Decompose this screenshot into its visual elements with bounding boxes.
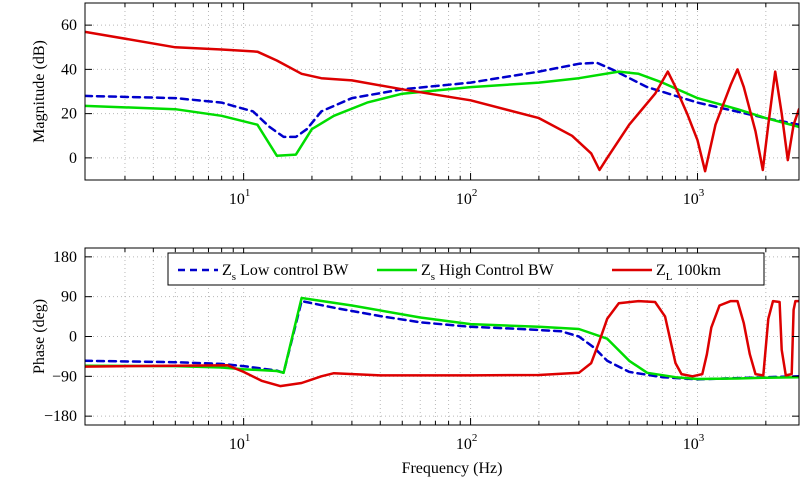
y-tick-label: 0 [69,329,77,346]
legend-entry-zs-low: Zs Low control BW [222,262,349,283]
series-line-zl [85,30,799,173]
phase-panel: 101 102 103 −180 −90 0 90 180 Phase (deg) Frequen… [31,247,800,477]
legend: Zs Low control BW Zs High Control BW ZL 10… [167,252,765,286]
y-tick-label: −90 [52,368,77,385]
x-tick-label: 101 [229,187,251,208]
plot-area [85,3,799,180]
axes-frame [84,2,800,181]
x-tick-label: 101 [229,432,251,453]
magnitude-panel: 101 102 103 0 20 40 60 Magnitude (dB) [31,2,800,208]
series-line-zs-low [85,61,799,139]
series-line-zs-high [85,70,799,157]
x-tick-label: 103 [683,432,705,453]
x-tick-label: 102 [456,187,478,208]
series-line-zs-high [85,296,799,381]
y-tick-label: 20 [61,106,77,123]
y-tick-label: 90 [61,289,77,306]
legend-entry-zs-high: Zs High Control BW [421,262,555,283]
series-group [85,296,799,388]
x-axis-label: Frequency (Hz) [402,460,503,477]
series-line-zl [85,299,799,388]
x-tick-label: 102 [456,432,478,453]
legend-box [167,252,765,286]
x-tick-label: 103 [683,187,705,208]
y-tick-label: −180 [44,408,77,425]
y-tick-label: 40 [61,61,77,78]
series-group [85,30,799,173]
y-tick-label: 0 [69,150,77,167]
y-tick-label: 180 [53,249,77,266]
y-axis-label: Phase (deg) [31,299,48,374]
y-tick-label: 60 [61,17,77,34]
y-axis-label: Magnitude (dB) [31,40,48,143]
legend-entry-zl: ZL 100km [656,262,722,283]
